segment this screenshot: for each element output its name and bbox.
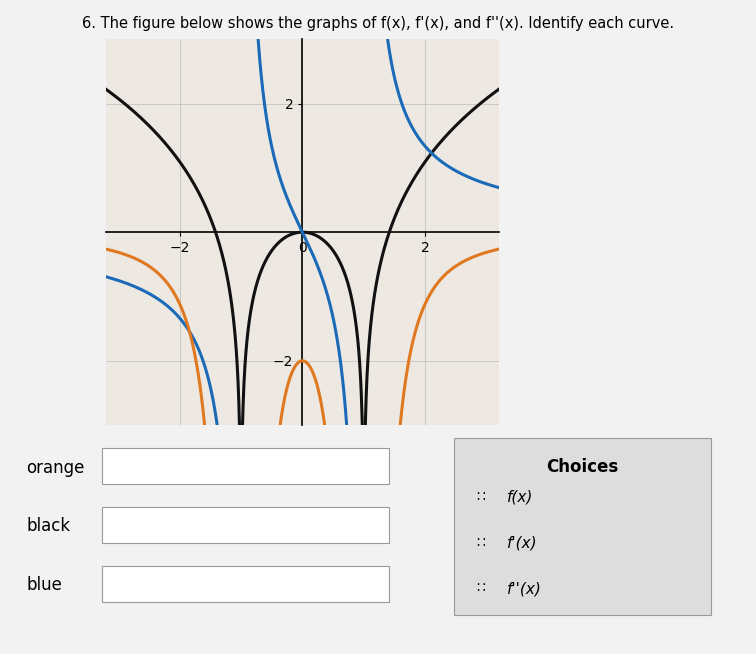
Text: 6. The figure below shows the graphs of f(x), f'(x), and f''(x). Identify each c: 6. The figure below shows the graphs of … [82,16,674,31]
Text: f''(x): f''(x) [507,581,541,596]
Text: Choices: Choices [546,458,618,476]
Text: ∷: ∷ [476,490,485,504]
Text: blue: blue [26,576,62,594]
Text: ∷: ∷ [476,581,485,596]
Text: f(x): f(x) [507,490,533,504]
Text: ∷: ∷ [476,536,485,550]
Text: black: black [26,517,70,536]
Text: orange: orange [26,458,85,477]
Text: f'(x): f'(x) [507,536,538,550]
